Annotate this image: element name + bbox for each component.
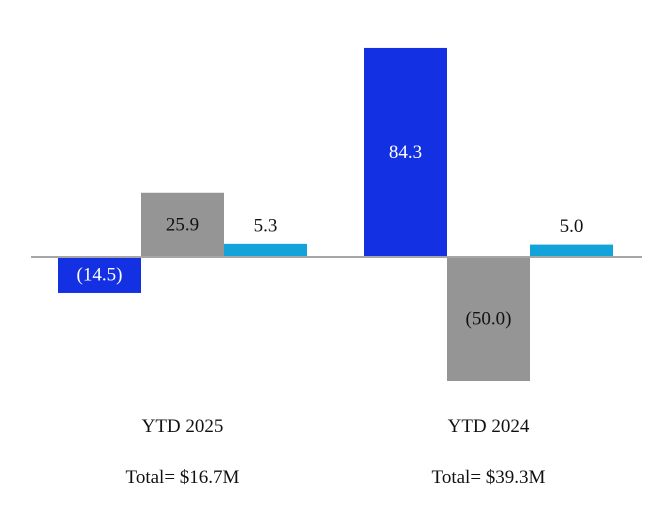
category-label-1: YTD 2025 — [142, 416, 224, 437]
data-label-2-series-1: 84.3 — [389, 142, 422, 163]
total-label-2: Total= $39.3M — [432, 467, 546, 488]
bar-2-series-3 — [530, 244, 613, 257]
bar-1-series-3 — [224, 243, 307, 257]
data-label-1-series-1: (14.5) — [77, 264, 123, 285]
bar-1-series-1 — [58, 257, 141, 293]
category-labels-layer: YTD 2025 Total= $16.7M YTD 2024 Total= $39.… — [126, 416, 546, 488]
data-label-1-series-3: 5.3 — [254, 215, 278, 236]
data-label-1-series-2: 25.9 — [166, 214, 199, 235]
data-labels-layer: (14.5) 25.9 5.3 84.3 (50.0) 5.0 — [77, 142, 584, 330]
data-label-2-series-2: (50.0) — [466, 309, 512, 330]
bar-1-series-2 — [141, 192, 224, 257]
bar-2-series-1 — [364, 47, 447, 257]
data-label-2-series-3: 5.0 — [560, 216, 584, 237]
bars-layer — [58, 47, 613, 381]
bar-2-series-2 — [447, 257, 530, 381]
category-label-2: YTD 2024 — [448, 416, 530, 437]
total-label-1: Total= $16.7M — [126, 467, 240, 488]
